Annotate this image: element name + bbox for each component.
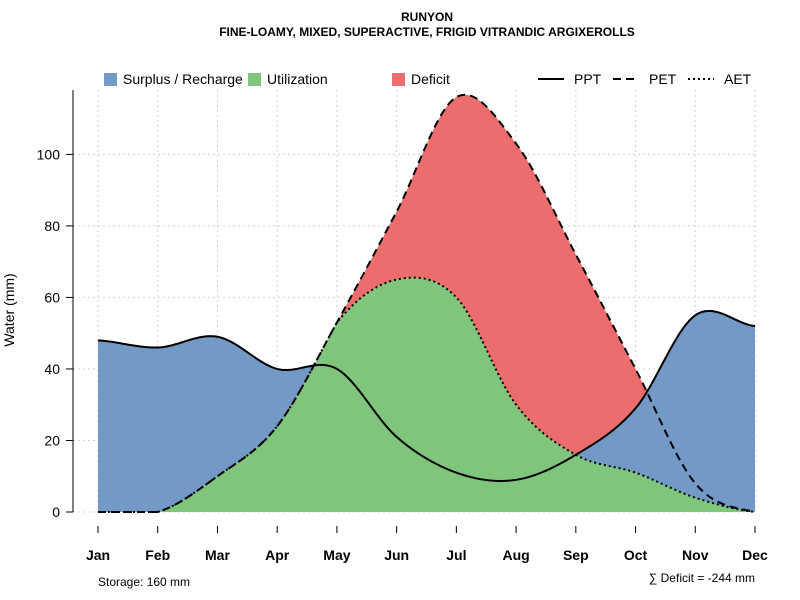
legend-swatch [104,73,117,86]
y-tick-label: 40 [44,361,60,377]
series-line-pet [98,93,756,513]
area-fills [98,94,755,512]
x-tick-label-dec: Dec [742,547,768,563]
y-tick-label: 100 [37,146,61,162]
series-lines [97,93,756,513]
y-tick-label: 0 [52,504,60,520]
y-axis-label: Water (mm) [1,273,17,346]
x-tick-label-apr: Apr [265,547,290,563]
deficit-note: ∑ Deficit = -244 mm [649,571,755,585]
x-tick-label-may: May [323,547,350,563]
legend-item-pet: PET [613,71,677,87]
legend-swatch [248,73,261,86]
x-tick-label-oct: Oct [624,547,648,563]
x-tick-label-mar: Mar [205,547,230,563]
legend-item-utilization: Utilization [248,71,328,87]
y-tick-label: 60 [44,289,60,305]
x-tick-label-feb: Feb [145,547,170,563]
utilization-area [98,277,755,512]
legend-item-aet: AET [688,71,752,87]
x-tick-label-sep: Sep [563,547,589,563]
legend-label: AET [724,71,752,87]
x-tick-label-jul: Jul [446,547,466,563]
legend-label: PET [649,71,677,87]
y-tick-label: 80 [44,218,60,234]
chart-title: RUNYON [401,10,453,24]
legend-label: Surplus / Recharge [123,71,243,87]
x-tick-label-aug: Aug [502,547,529,563]
series-line-ppt [97,309,756,482]
legend-item-surplus-recharge: Surplus / Recharge [104,71,243,87]
legend-label: PPT [574,71,602,87]
y-tick-label: 20 [44,432,60,448]
legend-label: Utilization [267,71,328,87]
x-tick-label-nov: Nov [682,547,709,563]
axes: 0 20 40 60 80 100 Jan Feb Mar Apr May Jun Jul Aug Sep O… [37,90,768,563]
legend-label: Deficit [411,71,450,87]
x-tick-label-jan: Jan [86,547,110,563]
legend-swatch [392,73,405,86]
chart-subtitle: FINE-LOAMY, MIXED, SUPERACTIVE, FRIGID V… [219,25,635,39]
storage-note: Storage: 160 mm [98,575,190,589]
legend-item-deficit: Deficit [392,71,450,87]
legend: Surplus / Recharge Utilization Deficit PPT P… [104,71,752,87]
x-tick-label-jun: Jun [384,547,409,563]
legend-item-ppt: PPT [538,71,602,87]
